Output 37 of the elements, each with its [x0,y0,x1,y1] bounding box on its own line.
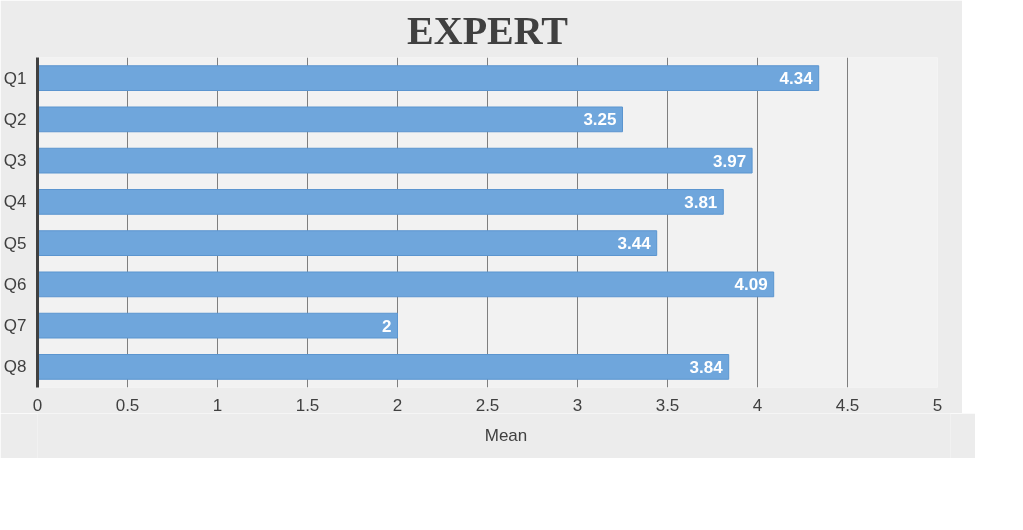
bar [37,65,820,91]
data-label: 3.81 [684,192,718,212]
bar [37,189,724,215]
x-tick-label: 0.5 [115,395,140,415]
bar [37,312,398,339]
x-tick-label: 5 [932,395,943,415]
data-label: 2 [382,316,392,336]
x-tick-label: 2.5 [475,395,500,415]
x-tick-label: 1 [212,395,223,415]
bar [37,354,730,380]
y-tick-label: Q2 [3,109,27,129]
y-tick-label: Q3 [3,151,27,171]
bar [37,147,753,174]
y-tick-label: Q4 [3,192,27,212]
data-label: 3.84 [689,357,724,377]
x-tick-label: 4.5 [835,395,860,415]
bar [37,230,658,256]
data-label: 3.25 [583,110,617,130]
data-label: 4.34 [779,69,814,89]
x-tick-label: 3 [572,395,583,415]
y-tick-label: Q8 [3,357,27,377]
text: Mean [484,425,528,446]
y-tick-label: Q6 [3,274,27,294]
data-label: 3.97 [713,151,747,171]
bar [37,271,775,298]
chart-title: EXPERT [407,7,569,53]
y-tick-label: Q5 [3,233,27,253]
y-tick-label: Q1 [3,68,27,88]
data-label: 4.09 [734,275,768,295]
x-tick-label: 4 [752,395,763,415]
data-label: 3.44 [617,234,652,254]
x-tick-label: 3.5 [655,395,680,415]
x-tick-label: 1.5 [295,395,320,415]
bar [37,106,623,133]
y-tick-label: Q7 [3,316,27,336]
x-tick-label: 2 [392,395,403,415]
x-tick-label: 0 [32,395,43,415]
